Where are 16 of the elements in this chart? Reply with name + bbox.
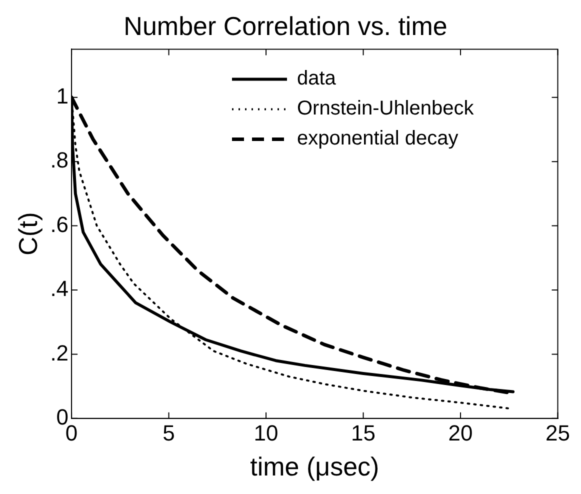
legend-label: Ornstein-Uhlenbeck xyxy=(297,98,475,120)
x-tick-label: 25 xyxy=(546,420,570,446)
x-axis-title: time (μsec) xyxy=(250,452,380,482)
y-tick-label: .2 xyxy=(50,340,69,366)
y-tick-label: 1 xyxy=(56,83,69,108)
y-axis-title: C(t) xyxy=(12,212,43,256)
legend-label: data xyxy=(297,68,337,90)
x-tick-label: 15 xyxy=(351,420,376,446)
y-tick-label: .4 xyxy=(50,276,69,302)
legend-label: exponential decay xyxy=(297,128,458,150)
x-tick-label: 5 xyxy=(162,420,175,446)
y-tick-label: .6 xyxy=(50,212,69,237)
x-tick-label: 20 xyxy=(448,420,473,446)
x-tick-label: 10 xyxy=(254,420,278,446)
chart-title: Number Correlation vs. time xyxy=(124,10,448,41)
y-tick-label: .8 xyxy=(50,148,69,173)
